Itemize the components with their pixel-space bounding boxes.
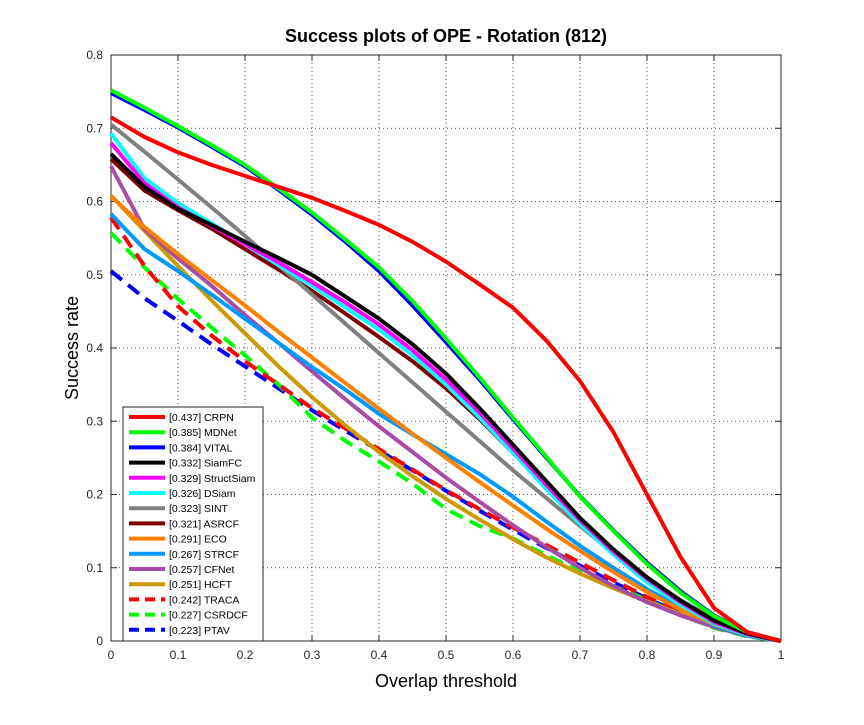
chart-title: Success plots of OPE - Rotation (812) — [285, 26, 607, 46]
x-tick-label: 1 — [778, 648, 785, 662]
y-tick-label: 0.5 — [86, 268, 103, 282]
y-tick-label: 0.4 — [86, 341, 103, 355]
legend-entry: [0.242] TRACA — [169, 594, 239, 606]
legend-entry: [0.326] DSiam — [169, 488, 236, 500]
x-tick-label: 0.2 — [237, 648, 254, 662]
y-tick-label: 0.3 — [86, 414, 103, 428]
legend-entry: [0.332] SiamFC — [169, 458, 242, 470]
legend: [0.437] CRPN [0.385] MDNet [0.384] VITAL [0… — [122, 406, 264, 642]
series-line — [109, 216, 782, 643]
y-tick-label: 0.7 — [86, 121, 103, 135]
series-line — [109, 115, 782, 643]
legend-entry: [0.257] CFNet — [169, 564, 234, 576]
legend-entry: [0.437] CRPN — [169, 412, 234, 424]
x-tick-label: 0.3 — [304, 648, 321, 662]
legend-entry: [0.384] VITAL — [169, 442, 233, 454]
x-tick-label: 0.7 — [572, 648, 589, 662]
series-line — [109, 194, 782, 643]
y-tick-label: 0.1 — [86, 561, 103, 575]
x-tick-label: 0.8 — [639, 648, 656, 662]
y-axis-label: Success rate — [62, 296, 82, 400]
x-tick-label: 0.5 — [438, 648, 455, 662]
x-tick-label: 0 — [108, 648, 115, 662]
legend-entry: [0.227] CSRDCF — [169, 610, 248, 622]
legend-entry: [0.329] StructSiam — [169, 473, 256, 485]
series-line — [109, 152, 782, 643]
series-lines — [109, 88, 782, 643]
legend-entry: [0.267] STRCF — [169, 549, 239, 561]
legend-entry: [0.291] ECO — [169, 534, 227, 546]
legend-entry: [0.223] PTAV — [169, 625, 230, 637]
legend-entry: [0.251] HCFT — [169, 579, 233, 591]
y-tick-label: 0.8 — [86, 48, 103, 62]
series-line — [109, 269, 782, 643]
legend-entry: [0.323] SINT — [169, 503, 229, 515]
legend-entry: [0.385] MDNet — [169, 427, 237, 439]
y-tick-label: 0.2 — [86, 488, 103, 502]
series-line — [110, 88, 782, 643]
x-axis-label: Overlap threshold — [375, 671, 517, 691]
legend-entry: [0.321] ASRCF — [169, 518, 239, 530]
y-tick-label: 0 — [96, 634, 103, 648]
x-tick-label: 0.1 — [170, 648, 187, 662]
axis-ticks: 0 0.1 0.2 0.3 0.4 0.5 0.6 0.7 0.8 0.9 1 0 0.1 0.2 0.3 0… — [86, 48, 784, 662]
series-line — [109, 165, 782, 643]
x-tick-label: 0.4 — [371, 648, 388, 662]
x-tick-label: 0.6 — [505, 648, 522, 662]
y-tick-label: 0.6 — [86, 195, 103, 209]
x-tick-label: 0.9 — [706, 648, 723, 662]
